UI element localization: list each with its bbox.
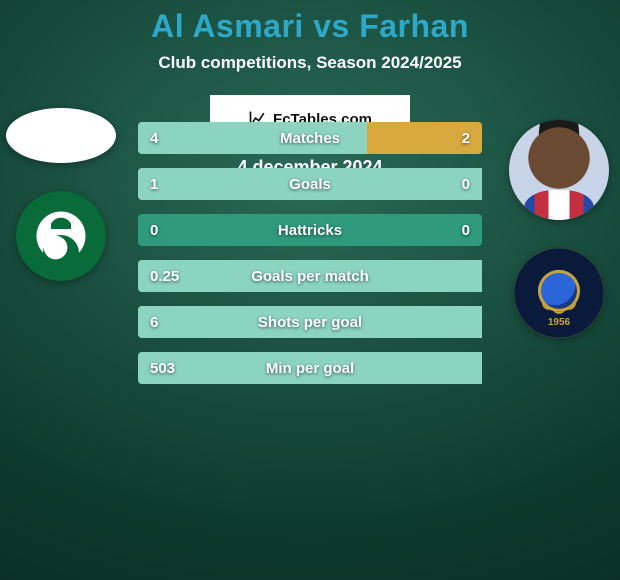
stat-row: 0Hattricks0 [138, 214, 482, 246]
stat-value-left: 503 [138, 360, 198, 377]
stat-label: Min per goal [198, 360, 422, 377]
club-crest-left [16, 191, 106, 281]
stat-row: 503Min per goal [138, 352, 482, 384]
stat-value-right: 2 [422, 130, 482, 147]
left-column [6, 108, 116, 281]
stat-label: Goals per match [198, 268, 422, 285]
stat-row: 0.25Goals per match [138, 260, 482, 292]
club-crest-right: 1956 [514, 248, 604, 338]
page-title: Al Asmari vs Farhan [0, 8, 620, 45]
player-avatar-left [6, 108, 116, 163]
club-crest-right-year: 1956 [514, 317, 604, 328]
stats-list: 4Matches21Goals00Hattricks00.25Goals per… [138, 122, 482, 384]
subtitle: Club competitions, Season 2024/2025 [0, 53, 620, 73]
stat-value-left: 0 [138, 222, 198, 239]
stat-label: Goals [198, 176, 422, 193]
stat-value-left: 4 [138, 130, 198, 147]
stat-label: Shots per goal [198, 314, 422, 331]
right-column: 1956 [504, 120, 614, 338]
stat-row: 6Shots per goal [138, 306, 482, 338]
stat-row: 4Matches2 [138, 122, 482, 154]
stat-value-left: 1 [138, 176, 198, 193]
stat-label: Hattricks [198, 222, 422, 239]
stat-row: 1Goals0 [138, 168, 482, 200]
stat-value-left: 0.25 [138, 268, 198, 285]
player-avatar-right [509, 120, 609, 220]
stat-value-left: 6 [138, 314, 198, 331]
stat-value-right: 0 [422, 176, 482, 193]
content-root: Al Asmari vs Farhan Club competitions, S… [0, 0, 620, 580]
stat-value-right: 0 [422, 222, 482, 239]
stat-label: Matches [198, 130, 422, 147]
